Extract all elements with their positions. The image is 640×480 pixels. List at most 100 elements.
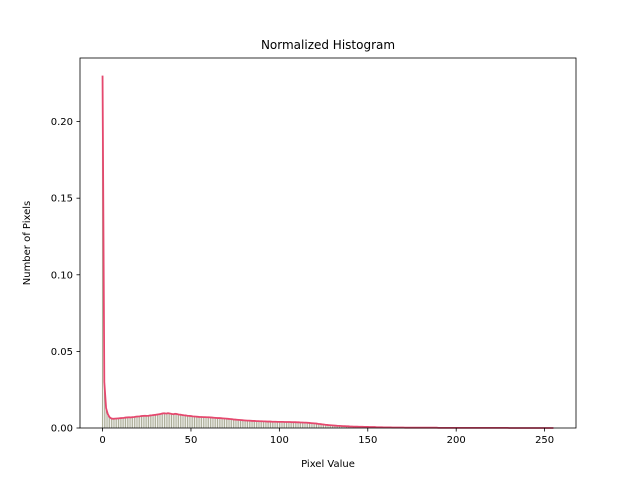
bar [239,419,242,429]
x-tick-label: 50 [185,435,198,446]
bar [122,417,125,429]
bar [181,414,184,429]
bar [158,414,161,429]
bar [193,416,196,429]
bar [285,421,288,429]
bar [174,413,176,429]
bar [236,419,238,429]
bar [138,416,141,429]
bar [186,415,189,429]
y-tick-label: 0.15 [51,194,73,205]
bar [243,420,245,429]
bar [198,416,201,429]
x-tick-label: 200 [447,435,466,446]
bar [144,415,146,429]
bar [152,414,155,429]
bar [177,414,180,429]
bar [260,421,263,429]
bar [287,421,290,429]
y-tick-label: 0.10 [51,270,73,281]
bar [271,421,274,429]
bar [266,421,268,429]
bar [234,419,237,429]
bar [117,418,120,429]
bar [280,421,283,429]
y-tick-label: 0.00 [51,424,73,435]
bar [202,416,205,429]
bar [246,420,249,429]
bar [161,413,164,429]
bar [251,420,254,429]
bar [207,417,210,429]
bar [140,415,143,429]
bar [151,415,153,429]
y-tick-label: 0.05 [51,347,73,358]
bar [205,417,208,429]
bar [213,417,215,429]
bar [264,421,267,429]
plot-frame [79,57,577,429]
bar [211,417,214,429]
x-axis-label: Pixel Value [301,459,355,470]
bar [218,417,221,429]
bar [273,421,275,429]
bar [159,413,162,429]
bar [156,414,159,429]
bar [257,420,260,429]
bar [197,416,199,429]
bar [135,416,138,429]
bar [232,419,235,429]
bar [255,420,258,429]
bar [108,417,111,429]
bar [133,416,136,429]
bar [237,419,240,429]
bar [126,417,129,429]
bar [131,416,134,429]
bar [225,418,228,429]
bar [223,418,226,429]
bar [227,418,229,429]
bar [179,414,182,429]
bar [262,421,265,429]
bar [241,419,244,429]
bar [259,421,261,429]
bar [121,417,123,429]
bar [165,413,168,429]
y-axis-label: Number of Pixels [22,201,33,286]
bar [172,414,175,429]
bar [228,418,231,429]
bar [129,417,132,429]
bar [278,421,281,429]
bar [248,420,251,429]
bar [283,421,286,429]
bar [209,417,212,429]
x-tick-label: 150 [358,435,377,446]
bar [204,416,207,429]
bar [221,418,224,429]
bar [267,421,270,429]
bar [137,416,139,429]
bar [253,420,256,429]
bar [149,415,152,429]
bar [182,415,185,429]
bar [110,418,113,429]
bar [170,413,173,429]
bar [188,415,191,429]
bar [200,416,203,429]
bar [190,415,192,429]
bar [250,420,252,429]
bar [168,413,171,429]
bar [214,417,217,429]
bar [175,413,178,429]
bar [216,417,219,429]
bar [244,420,247,429]
bar [195,416,198,429]
y-tick-label: 0.20 [51,117,73,128]
x-tick-label: 100 [270,435,289,446]
bar [167,412,169,429]
bar [147,415,150,429]
bar [114,418,116,429]
